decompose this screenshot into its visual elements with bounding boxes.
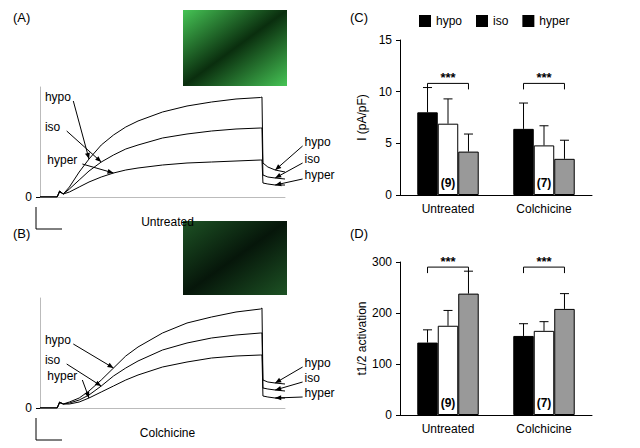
svg-text:(9): (9) [441, 176, 456, 190]
svg-text:Colchicine: Colchicine [516, 202, 572, 216]
svg-text:(C): (C) [350, 10, 368, 25]
svg-text:hypo: hypo [305, 135, 331, 149]
svg-text:200: 200 [372, 306, 392, 320]
svg-text:***: *** [536, 70, 552, 85]
svg-text:Colchicine: Colchicine [516, 422, 572, 436]
svg-text:0: 0 [385, 188, 392, 202]
svg-text:hyper: hyper [47, 153, 77, 167]
svg-text:hyper: hyper [539, 14, 569, 28]
svg-text:***: *** [440, 254, 456, 269]
svg-text:hypo: hypo [436, 14, 462, 28]
svg-text:iso: iso [493, 14, 509, 28]
svg-text:0: 0 [25, 401, 32, 415]
svg-text:***: *** [536, 254, 552, 269]
svg-text:Untreated: Untreated [422, 422, 475, 436]
svg-text:(7): (7) [537, 176, 552, 190]
svg-text:iso: iso [45, 120, 61, 134]
svg-text:(D): (D) [350, 226, 368, 241]
svg-text:Untreated: Untreated [422, 202, 475, 216]
svg-text:Untreated: Untreated [141, 215, 194, 229]
svg-text:(B): (B) [13, 226, 30, 241]
svg-text:(A): (A) [13, 10, 30, 25]
svg-text:I (pA/pF): I (pA/pF) [355, 94, 369, 141]
svg-text:***: *** [440, 70, 456, 85]
svg-text:t1/2 activation: t1/2 activation [355, 301, 369, 375]
svg-text:5: 5 [385, 136, 392, 150]
svg-text:hypo: hypo [45, 333, 71, 347]
svg-text:0: 0 [385, 408, 392, 422]
svg-text:hyper: hyper [305, 168, 335, 182]
svg-text:(9): (9) [441, 396, 456, 410]
svg-text:hyper: hyper [47, 369, 77, 383]
svg-text:10: 10 [379, 85, 393, 99]
svg-text:100: 100 [372, 357, 392, 371]
svg-text:(7): (7) [537, 396, 552, 410]
svg-text:15: 15 [379, 33, 393, 47]
svg-text:hypo: hypo [45, 90, 71, 104]
svg-text:iso: iso [305, 371, 321, 385]
svg-text:Colchicine: Colchicine [140, 426, 196, 440]
svg-text:0: 0 [25, 190, 32, 204]
svg-text:hypo: hypo [305, 356, 331, 370]
svg-text:300: 300 [372, 255, 392, 269]
svg-text:iso: iso [305, 152, 321, 166]
svg-text:hyper: hyper [305, 386, 335, 400]
svg-text:iso: iso [45, 353, 61, 367]
